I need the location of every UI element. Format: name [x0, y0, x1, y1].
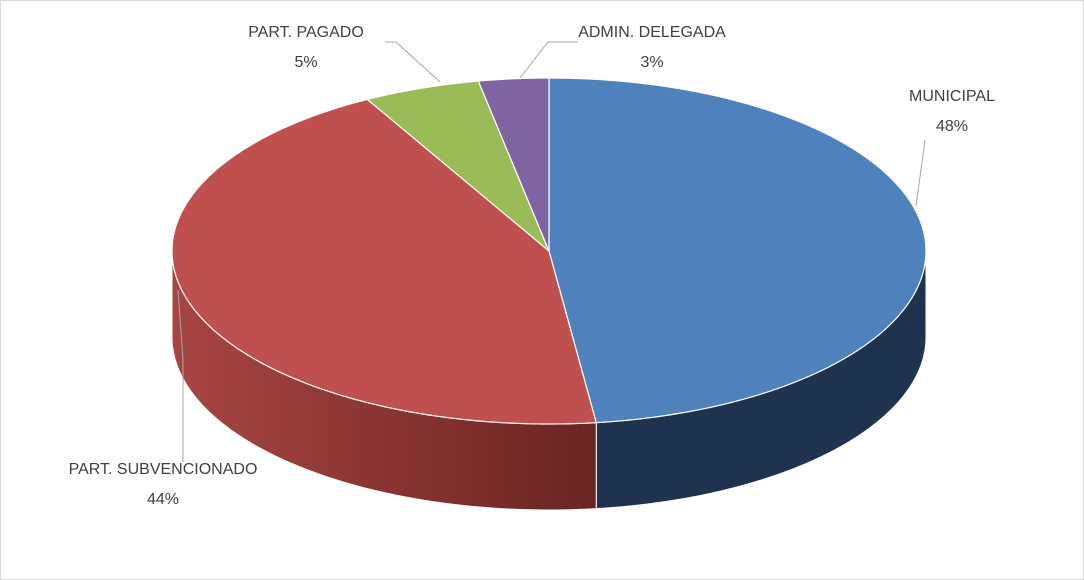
value-label: 48%: [936, 118, 968, 135]
slice: [366, 80, 550, 252]
category-label: ADMIN. DELEGADA: [578, 24, 726, 41]
category-label: PART. PAGADO: [248, 24, 364, 41]
leader-line: [519, 41, 578, 79]
category-label: MUNICIPAL: [909, 88, 995, 105]
slice: [171, 98, 598, 425]
value-label: 5%: [294, 54, 317, 71]
slice: [477, 77, 550, 252]
leader-line: [385, 41, 441, 83]
category-label: PART. SUBVENCIONADO: [69, 461, 258, 478]
value-label: 3%: [640, 54, 663, 71]
leader-line: [177, 289, 184, 462]
value-label: 44%: [147, 491, 179, 508]
slice: [548, 77, 927, 424]
leader-line: [915, 139, 926, 207]
